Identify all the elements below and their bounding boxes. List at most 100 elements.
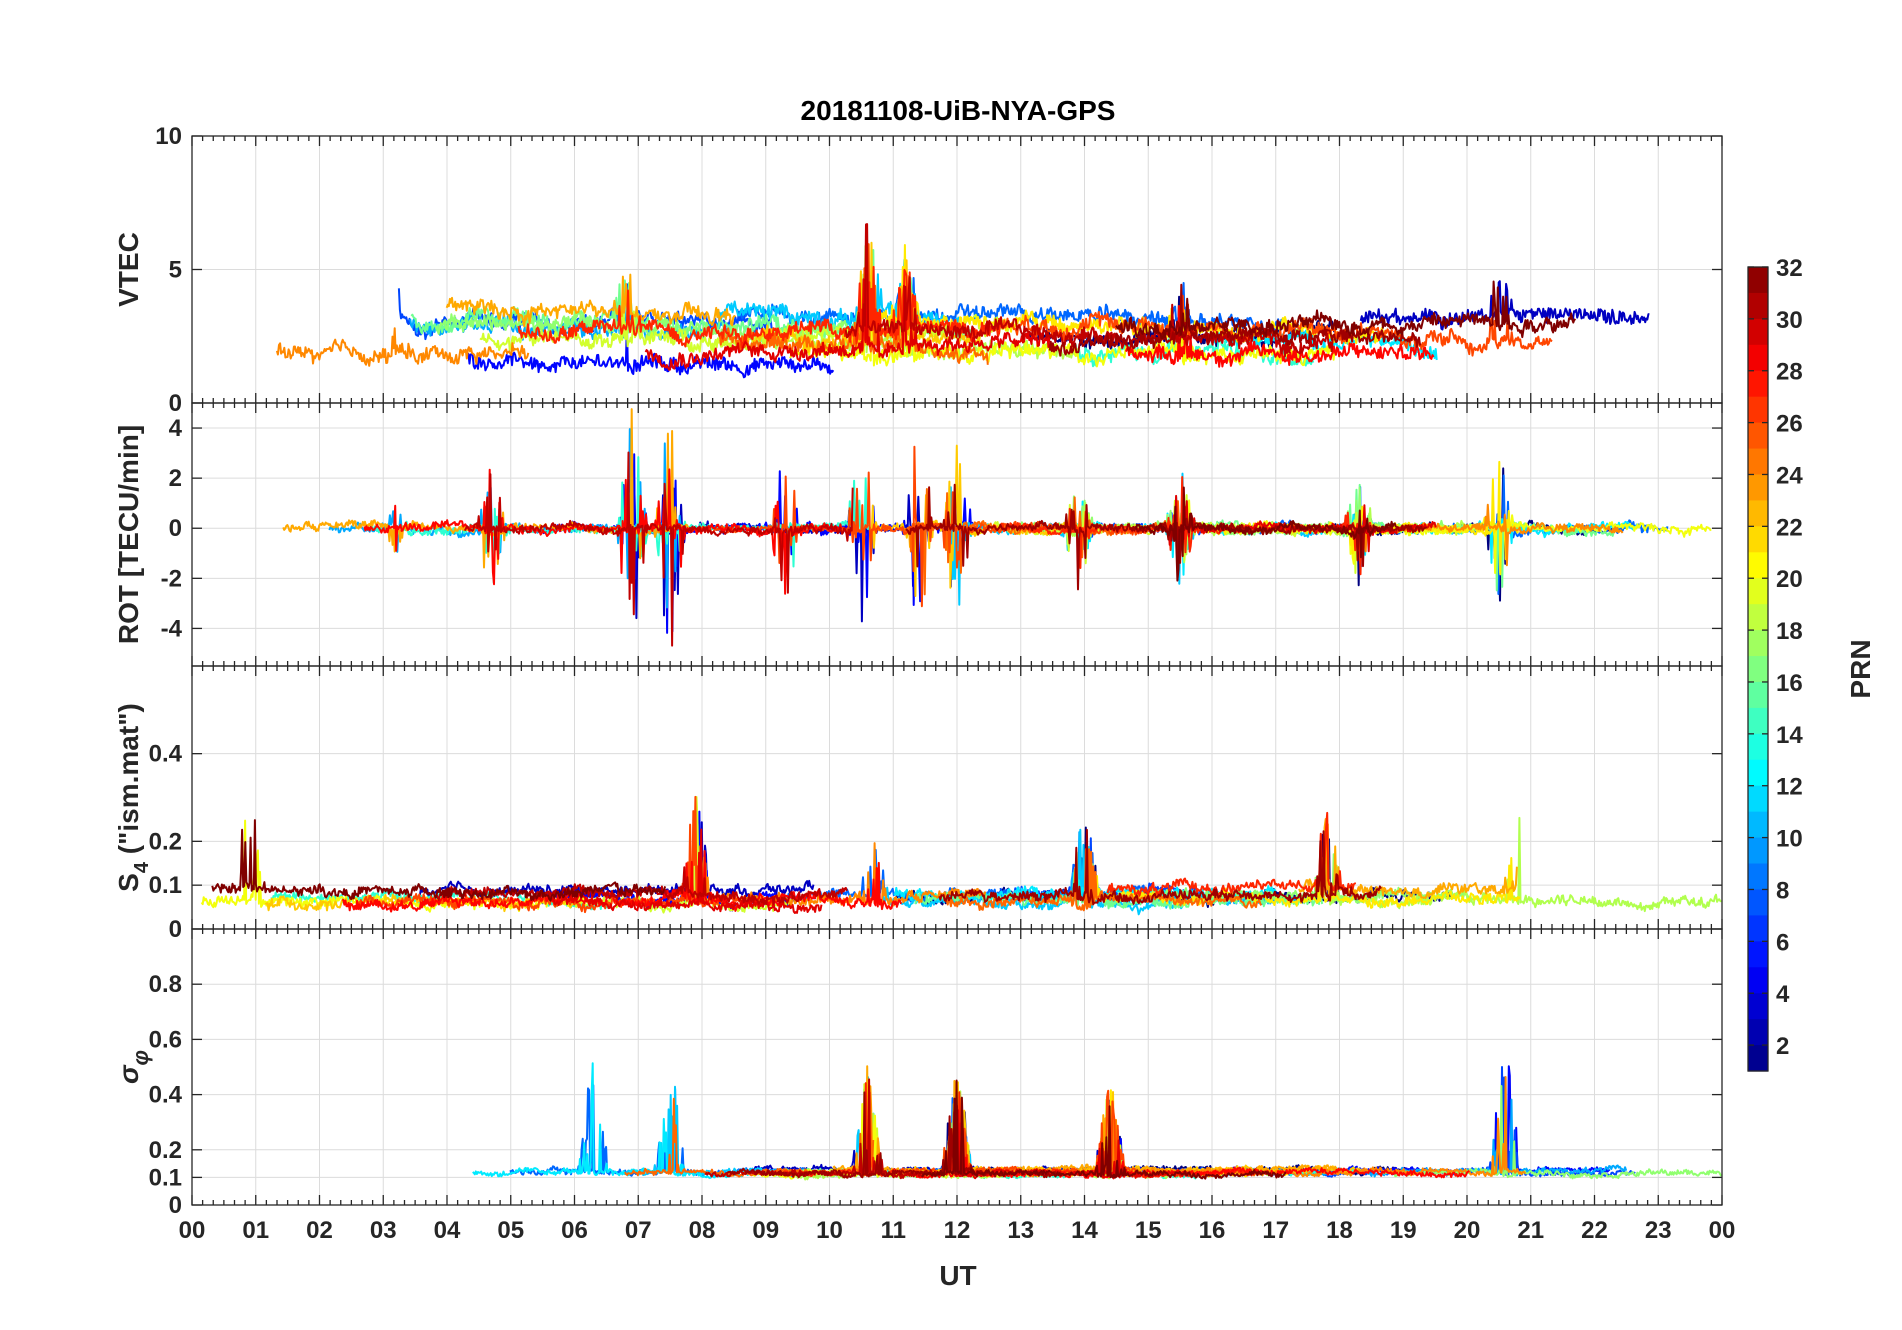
x-tick-label: 08 [689,1217,716,1244]
colorbar-swatch [1748,267,1768,294]
y-tick-label: 0.8 [149,971,182,998]
x-tick-label: 09 [752,1217,779,1244]
series-prn-27 [1106,811,1357,897]
colorbar-swatch [1748,396,1768,424]
colorbar-swatch [1748,941,1768,968]
colorbar-swatch [1748,681,1768,709]
colorbar-swatch [1748,759,1768,787]
colorbar-swatch [1748,733,1768,761]
colorbar-tick-label: 28 [1776,359,1803,386]
colorbar-frame [1747,266,1769,1072]
x-tick-label: 15 [1135,1217,1162,1244]
x-tick-label: 20 [1454,1217,1481,1244]
panel-s4: 0 0.1 0.2 0.4S4 ("ism.mat") [113,665,1723,943]
colorbar-swatch [1748,863,1768,891]
y-tick-label: -4 [161,615,183,642]
x-tick-label: 12 [944,1217,971,1244]
colorbar-swatch [1748,422,1768,450]
colorbar-swatch [1748,707,1768,735]
chart-title: 20181108-UiB-NYA-GPS [801,95,1116,126]
colorbar-tick-label: 8 [1776,877,1789,904]
x-tick-label: 07 [625,1217,652,1244]
x-tick-label: 17 [1262,1217,1289,1244]
colorbar-tick-label: 30 [1776,307,1803,334]
y-tick-label: 2 [169,465,182,492]
colorbar-tick-label: 12 [1776,774,1803,801]
colorbar-tick-label: 10 [1776,826,1803,853]
series-prn-32 [1115,280,1577,340]
series-prn-28 [1124,305,1435,368]
colorbar-swatch [1748,604,1768,631]
colorbar-tick-label: 16 [1776,670,1803,697]
colorbar-tick-label: 4 [1776,981,1790,1008]
colorbar-swatch [1748,370,1768,398]
x-tick-label: 05 [497,1217,524,1244]
panel-sigphi: 00.10.2 0.4 0.6 0.8 σφ [113,928,1723,1219]
x-tick-label: 00 [1709,1217,1736,1244]
y-axis-label: σφ [113,1050,153,1084]
series-prn-27 [517,265,1003,349]
colorbar-swatch [1748,318,1768,346]
colorbar-swatch [1748,915,1768,942]
colorbar-swatch [1748,344,1768,372]
x-tick-label: 22 [1581,1217,1608,1244]
colorbar-swatch [1748,1019,1768,1046]
colorbar-swatch [1748,500,1768,527]
colorbar-swatch [1748,811,1768,839]
colorbar-tick-label: 26 [1776,411,1803,438]
series-prn-24 [275,327,530,367]
series-prn-32 [211,819,667,902]
colorbar-swatch [1748,837,1768,865]
y-axis-label: VTEC [113,232,144,307]
y-tick-label: 10 [155,123,182,150]
y-tick-label: 0.1 [149,872,182,899]
colorbar-swatch [1748,1045,1768,1072]
x-tick-label: 23 [1645,1217,1672,1244]
x-tick-label: 13 [1007,1217,1034,1244]
colorbar-swatch [1748,785,1768,813]
colorbar-swatch [1748,448,1768,476]
y-tick-label: 4 [169,415,183,442]
series-prn-31 [938,828,1382,906]
x-tick-label: 10 [816,1217,843,1244]
colorbar-tick-label: 18 [1776,618,1803,645]
series-prn-29 [551,828,823,914]
x-tick-label: 00 [179,1217,206,1244]
series-prn-23 [1298,818,1518,900]
colorbar-swatch [1748,967,1768,994]
series-prn-25 [718,243,989,365]
y-tick-label: 0.4 [149,741,183,768]
colorbar-tick-label: 2 [1776,1033,1789,1060]
x-tick-label: 19 [1390,1217,1417,1244]
y-tick-label: 0.2 [149,1137,182,1164]
y-tick-label: 0 [169,390,182,417]
y-tick-label: 0 [169,916,182,943]
x-tick-label: 03 [370,1217,397,1244]
colorbar-label: PRN [1845,639,1876,698]
series-prn-29 [644,235,1051,371]
colorbar-tick-label: 24 [1776,462,1803,489]
colorbar-swatch [1748,526,1768,553]
x-tick-label: 16 [1199,1217,1226,1244]
series-prn-32 [920,1079,1287,1180]
panel-rot: -4 -2 0 2 4 ROT [TECU/min] [113,402,1723,667]
series-prn-23 [445,273,736,328]
series-prn-30 [463,451,854,647]
x-tick-label: 11 [881,1217,906,1244]
colorbar-swatch [1748,474,1768,502]
y-axis-label: ROT [TECU/min] [113,425,144,644]
colorbar-tick-label: 32 [1776,255,1803,282]
y-tick-label: 0.6 [149,1026,182,1053]
colorbar-tick-label: 6 [1776,929,1789,956]
y-axis-label: S4 ("ism.mat") [113,703,153,892]
x-axis-label: UT [939,1260,976,1291]
y-tick-label: 0 [169,515,182,542]
y-tick-label: 0.4 [149,1082,183,1109]
colorbar-swatch [1748,552,1768,579]
series-prn-5 [467,323,835,379]
colorbar-swatch [1748,578,1768,605]
series-prn-8 [736,271,1296,339]
series-prn-31 [1048,283,1422,357]
colorbar-swatch [1748,656,1768,683]
